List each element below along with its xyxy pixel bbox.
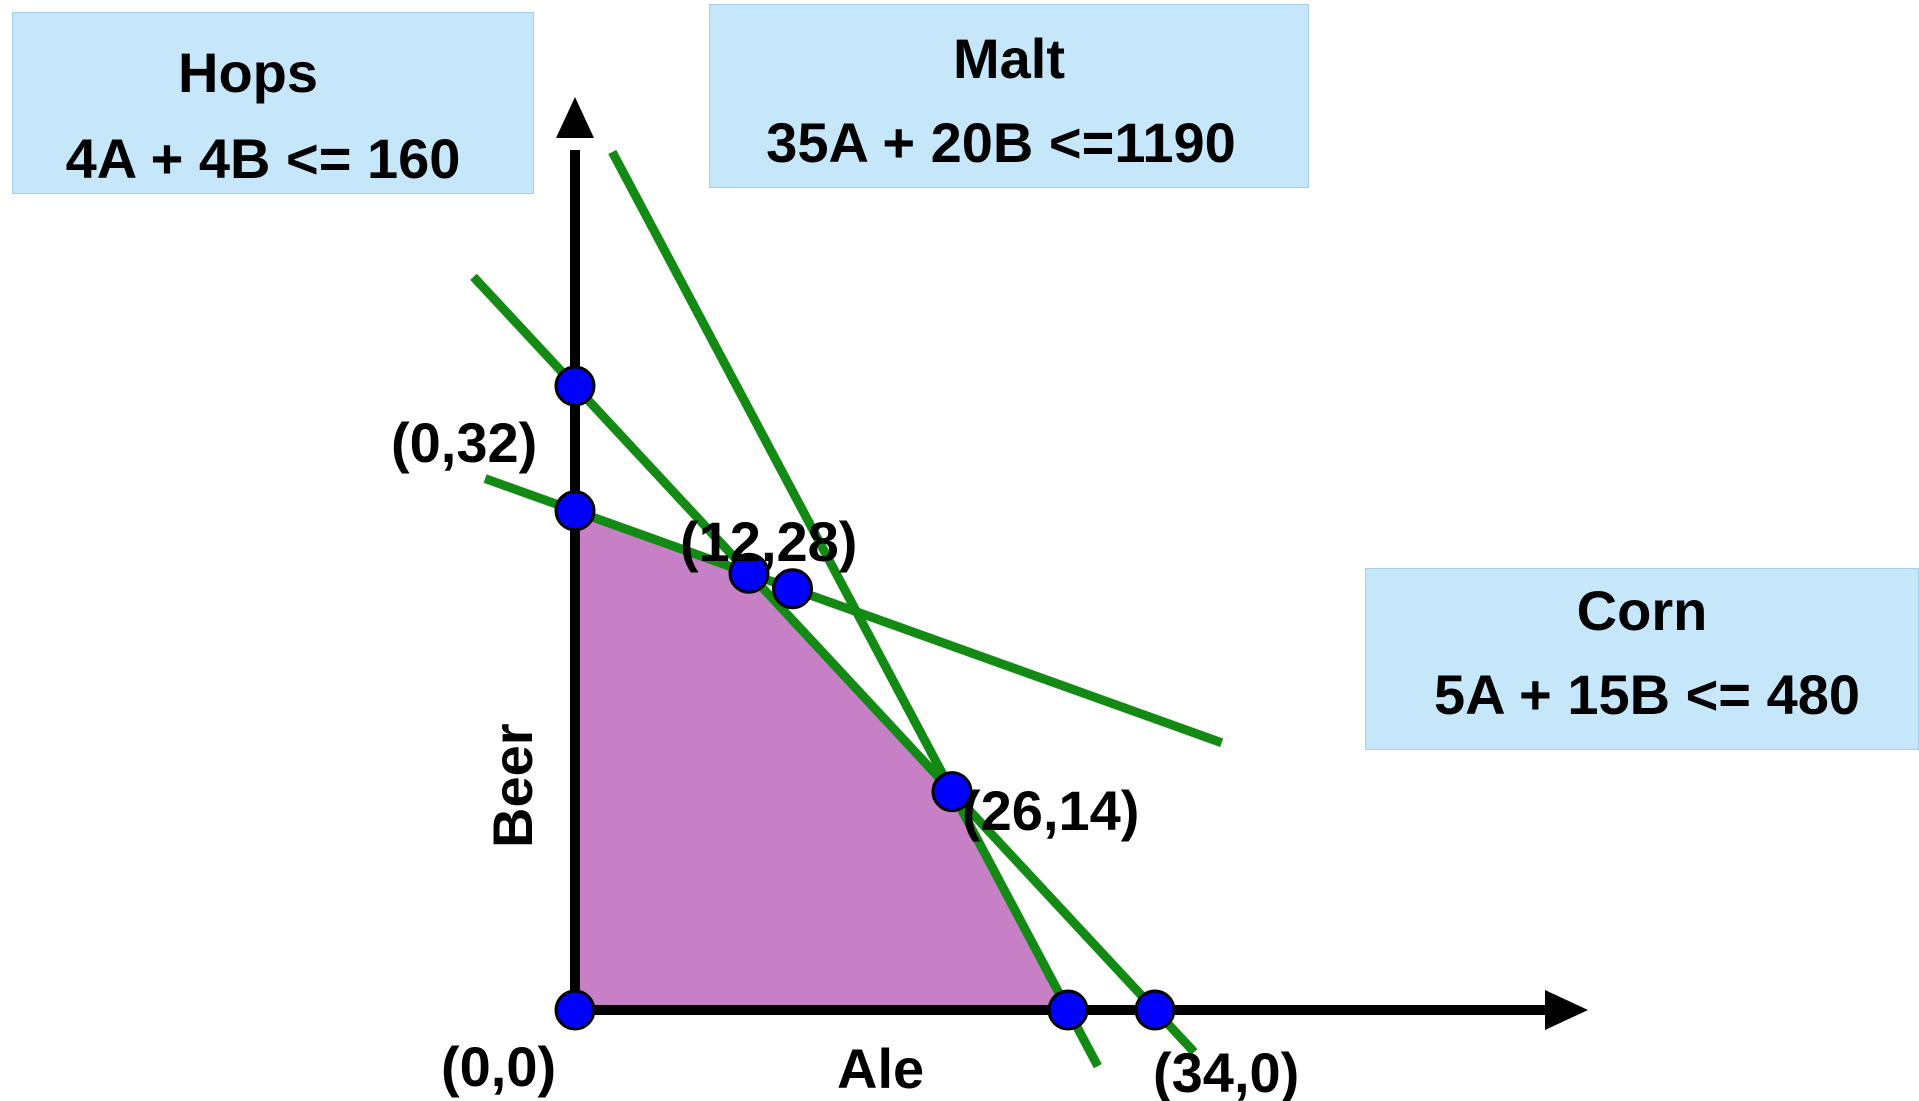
vertex-label-hops-malt: (26,14) <box>962 779 1139 842</box>
y-axis-arrowhead <box>556 97 594 138</box>
vertex-point <box>728 552 770 594</box>
malt-equation: 35A + 20B <=1190 <box>766 111 1236 174</box>
vertex-label-origin: (0,0) <box>441 1035 556 1098</box>
hops-constraint-line <box>470 273 1198 1056</box>
vertex-label-beer-axis: (0,32) <box>391 411 537 474</box>
vertex-point <box>554 989 596 1031</box>
vertex-point <box>772 568 813 610</box>
vertex-label-corn-hops: (12,28) <box>680 510 857 573</box>
y-axis-label: Beer <box>481 723 544 848</box>
corn-equation: 5A + 15B <= 480 <box>1433 663 1860 726</box>
vertex-point <box>1134 989 1176 1031</box>
hops-constraint-box: Hops 4A + 4B <= 160 <box>12 12 534 194</box>
hops-title: Hops <box>178 41 318 104</box>
vertices <box>554 365 1176 1031</box>
corn-constraint-line <box>483 474 1224 747</box>
vertex-point <box>931 771 973 813</box>
malt-constraint-box: Malt 35A + 20B <=1190 <box>709 4 1309 188</box>
feasible-region <box>575 510 1068 1010</box>
corn-title: Corn <box>1576 579 1708 642</box>
corn-constraint-box: Corn 5A + 15B <= 480 <box>1365 568 1919 750</box>
constraint-lines <box>470 149 1224 1069</box>
vertex-point <box>554 365 596 407</box>
hops-equation: 4A + 4B <= 160 <box>65 127 461 190</box>
x-axis-arrowhead <box>1545 990 1588 1030</box>
vertex-label-ale-axis: (34,0) <box>1153 1041 1299 1101</box>
vertex-point <box>1047 989 1089 1031</box>
vertex-point <box>554 490 596 532</box>
malt-title: Malt <box>953 27 1065 90</box>
x-axis-label: Ale <box>837 1037 924 1100</box>
